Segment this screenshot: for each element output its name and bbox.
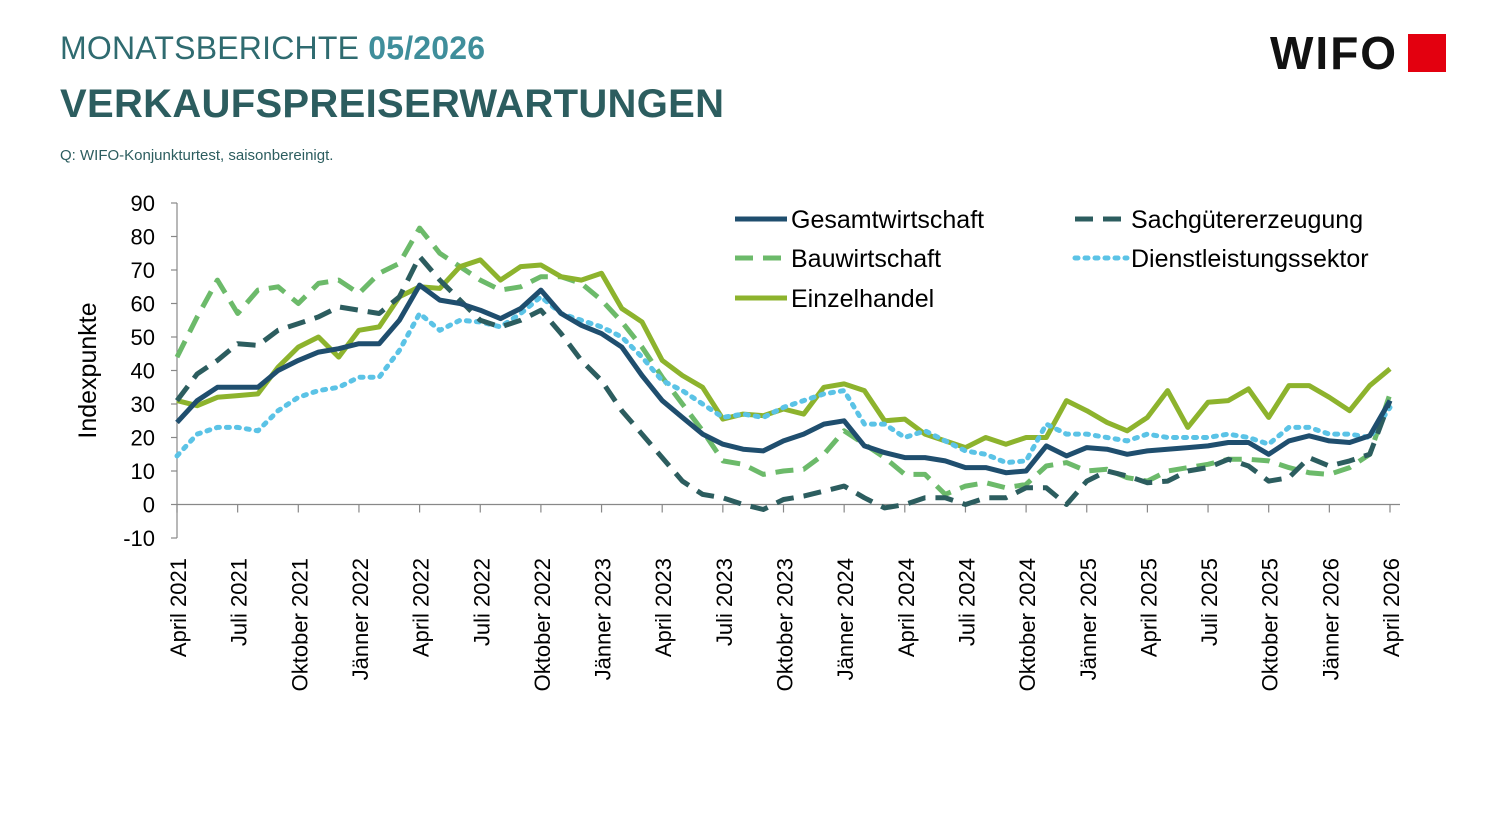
y-tick-label: 60 xyxy=(131,292,155,317)
y-tick-label: -10 xyxy=(123,526,155,551)
kicker: MONATSBERICHTE 05/2026 xyxy=(60,30,485,67)
y-tick-label: 90 xyxy=(131,191,155,216)
y-axis-label: Indexpunkte xyxy=(74,302,102,438)
x-tick-label: April 2026 xyxy=(1379,558,1404,657)
x-tick-label: Juli 2023 xyxy=(712,558,737,646)
legend-label: Dienstleistungssektor xyxy=(1131,245,1369,273)
x-tick-label: Jänner 2022 xyxy=(348,558,373,680)
legend-label: Sachgütererzeugung xyxy=(1131,206,1363,234)
x-tick-label: Oktober 2022 xyxy=(530,558,555,691)
y-tick-label: 30 xyxy=(131,392,155,417)
wifo-logo: WIFO xyxy=(1270,27,1447,79)
legend-label: Gesamtwirtschaft xyxy=(791,206,984,234)
x-tick-label: Jänner 2026 xyxy=(1318,558,1343,680)
series-line-sachgütererzeugung xyxy=(175,254,1393,512)
y-tick-label: 40 xyxy=(131,359,155,384)
legend-label: Bauwirtschaft xyxy=(791,245,941,273)
logo-text: WIFO xyxy=(1270,27,1399,79)
x-tick-label: April 2023 xyxy=(651,558,676,657)
x-tick-label: Oktober 2024 xyxy=(1015,558,1040,691)
source-note: Q: WIFO-Konjunkturtest, saisonbereinigt. xyxy=(60,147,334,164)
x-tick-label: Oktober 2025 xyxy=(1258,558,1283,691)
x-tick-label: April 2022 xyxy=(409,558,434,657)
y-tick-label: 80 xyxy=(131,225,155,250)
x-tick-label: Juli 2021 xyxy=(227,558,252,646)
series-line-dienstleistungssektor xyxy=(174,294,1393,466)
x-tick-label: April 2024 xyxy=(894,558,919,657)
page-title: VERKAUFSPREISERWARTUNGEN xyxy=(60,82,725,126)
x-tick-label: Jänner 2023 xyxy=(591,558,616,680)
series-line-gesamtwirtschaft xyxy=(175,282,1393,476)
y-tick-label: 70 xyxy=(131,258,155,283)
legend-label: Einzelhandel xyxy=(791,285,934,313)
x-tick-label: Jänner 2024 xyxy=(833,558,858,680)
x-tick-label: Juli 2022 xyxy=(469,558,494,646)
series-line-einzelhandel xyxy=(176,257,1392,451)
y-tick-label: 20 xyxy=(131,426,155,451)
logo-square-icon xyxy=(1408,34,1447,72)
y-tick-label: 0 xyxy=(143,493,155,518)
kicker-text: MONATSBERICHTE xyxy=(60,30,360,66)
x-tick-label: Oktober 2023 xyxy=(773,558,798,691)
y-tick-label: 50 xyxy=(131,325,155,350)
x-tick-label: Oktober 2021 xyxy=(287,558,312,691)
x-tick-label: April 2021 xyxy=(166,558,191,657)
x-tick-label: Juli 2024 xyxy=(954,558,979,646)
kicker-issue: 05/2026 xyxy=(368,30,486,66)
y-tick-label: 10 xyxy=(131,459,155,484)
x-tick-label: Juli 2025 xyxy=(1197,558,1222,646)
series-line-bauwirtschaft xyxy=(174,225,1393,497)
x-tick-label: April 2025 xyxy=(1136,558,1161,657)
x-tick-label: Jänner 2025 xyxy=(1076,558,1101,680)
